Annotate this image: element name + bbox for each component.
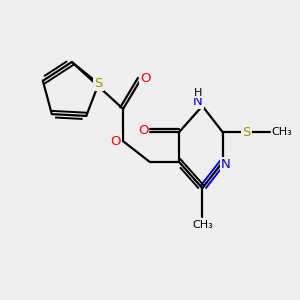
Text: CH₃: CH₃ — [192, 220, 213, 230]
Text: O: O — [110, 135, 121, 148]
Text: O: O — [138, 124, 148, 137]
Text: CH₃: CH₃ — [271, 128, 292, 137]
Text: N: N — [193, 95, 203, 108]
Text: O: O — [140, 72, 150, 85]
Text: N: N — [221, 158, 231, 171]
Text: H: H — [194, 88, 202, 98]
Text: S: S — [242, 126, 250, 139]
Text: S: S — [94, 77, 103, 90]
